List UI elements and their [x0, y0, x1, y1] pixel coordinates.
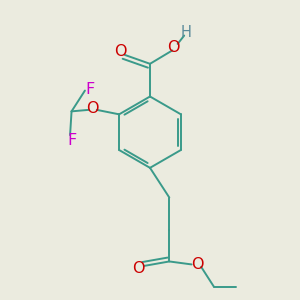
Text: O: O: [133, 261, 145, 276]
Text: F: F: [86, 82, 95, 97]
Text: O: O: [86, 101, 99, 116]
Text: F: F: [67, 133, 76, 148]
Text: O: O: [114, 44, 127, 59]
Text: O: O: [167, 40, 180, 55]
Text: H: H: [180, 25, 191, 40]
Text: O: O: [191, 257, 203, 272]
